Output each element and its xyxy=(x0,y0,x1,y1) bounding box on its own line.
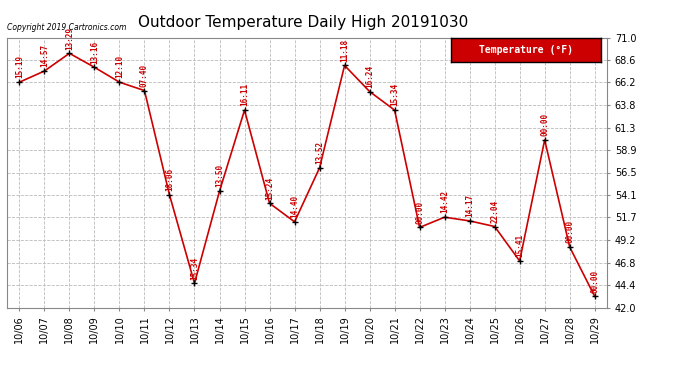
Text: 15:41: 15:41 xyxy=(515,234,524,257)
Text: 07:40: 07:40 xyxy=(140,64,149,87)
Text: 13:50: 13:50 xyxy=(215,164,224,188)
Text: 00:00: 00:00 xyxy=(415,201,424,224)
Text: Outdoor Temperature Daily High 20191030: Outdoor Temperature Daily High 20191030 xyxy=(139,15,469,30)
Text: 22:04: 22:04 xyxy=(490,200,499,223)
Text: 13:29: 13:29 xyxy=(65,27,74,50)
Text: 00:00: 00:00 xyxy=(590,270,599,292)
Text: 14:40: 14:40 xyxy=(290,195,299,218)
Text: 15:34: 15:34 xyxy=(390,83,399,106)
Text: 15:34: 15:34 xyxy=(190,256,199,280)
Text: 15:24: 15:24 xyxy=(265,176,274,200)
Text: 14:17: 14:17 xyxy=(465,194,474,217)
Text: 13:52: 13:52 xyxy=(315,141,324,164)
Text: 00:00: 00:00 xyxy=(540,113,549,136)
Text: 16:11: 16:11 xyxy=(240,83,249,106)
Text: Copyright 2019 Cartronics.com: Copyright 2019 Cartronics.com xyxy=(7,23,126,32)
Text: 13:16: 13:16 xyxy=(90,40,99,64)
Text: 14:57: 14:57 xyxy=(40,44,49,67)
Text: 15:19: 15:19 xyxy=(15,56,24,78)
Text: 11:18: 11:18 xyxy=(340,39,349,62)
Text: 00:00: 00:00 xyxy=(565,220,574,243)
Text: 18:06: 18:06 xyxy=(165,168,174,191)
Text: 14:42: 14:42 xyxy=(440,190,449,213)
Text: 12:10: 12:10 xyxy=(115,56,124,78)
Text: 16:24: 16:24 xyxy=(365,64,374,88)
